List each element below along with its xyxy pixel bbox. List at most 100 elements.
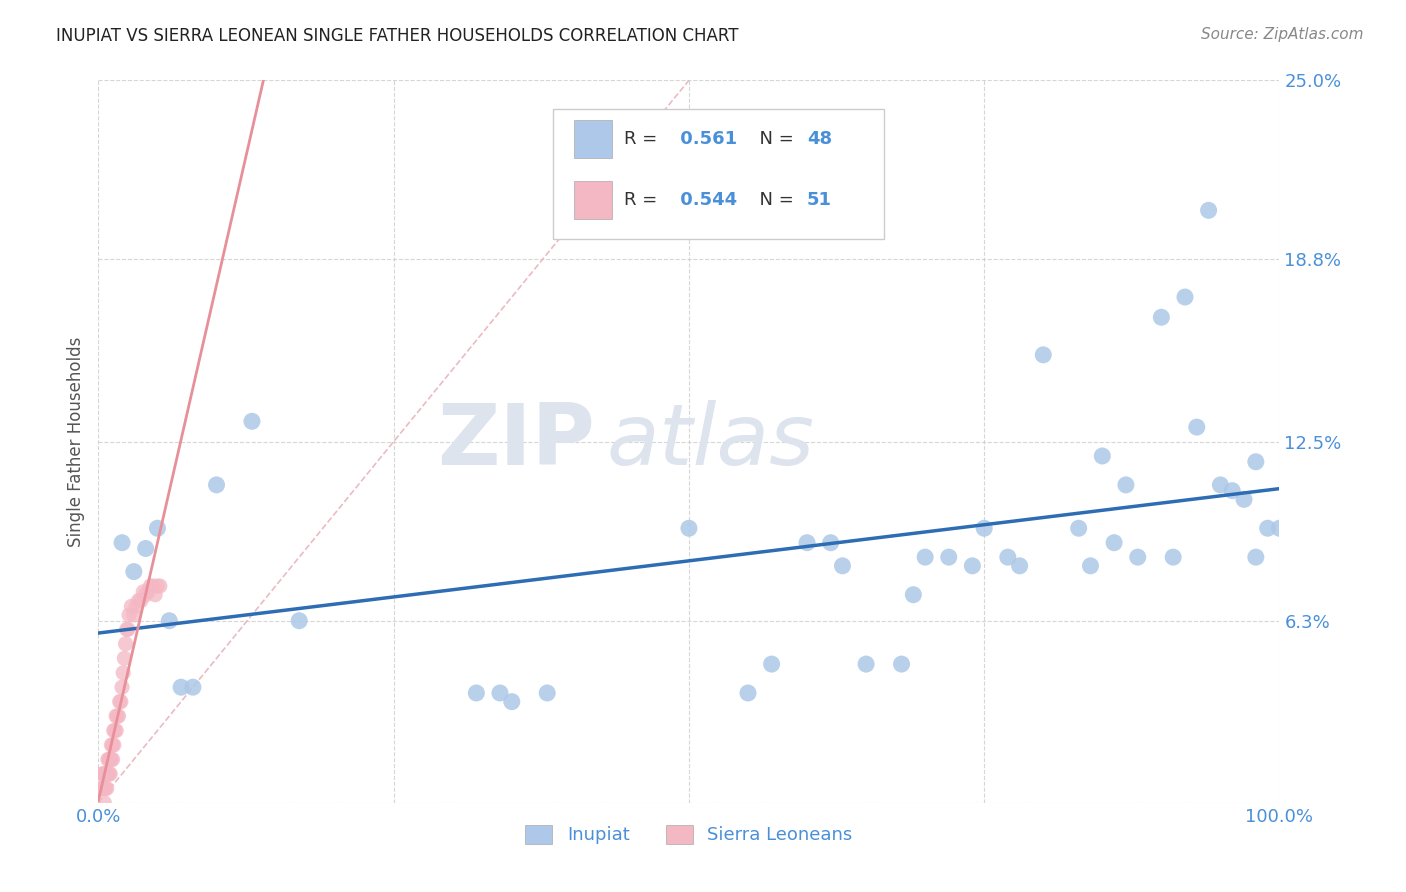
Point <box>91 767 114 781</box>
Point <box>94 781 117 796</box>
Point <box>132 584 155 599</box>
Point <box>288 614 311 628</box>
Point <box>105 709 128 723</box>
Y-axis label: Single Father Households: Single Father Households <box>66 336 84 547</box>
Point <box>170 680 193 694</box>
Point <box>143 588 166 602</box>
Text: Source: ZipAtlas.com: Source: ZipAtlas.com <box>1201 27 1364 42</box>
Point <box>997 550 1019 565</box>
Text: N =: N = <box>748 130 800 148</box>
Point <box>108 695 131 709</box>
Point <box>100 752 122 766</box>
Point <box>114 637 136 651</box>
Point <box>104 723 127 738</box>
Point <box>118 607 141 622</box>
Point <box>914 550 936 565</box>
Text: 48: 48 <box>807 130 832 148</box>
Point <box>135 588 157 602</box>
Point <box>98 752 121 766</box>
Point <box>1067 521 1090 535</box>
Point <box>94 767 117 781</box>
Point <box>465 686 488 700</box>
Text: N =: N = <box>748 191 800 210</box>
Text: ZIP: ZIP <box>437 400 595 483</box>
Text: 51: 51 <box>807 191 832 210</box>
Point <box>97 752 120 766</box>
Point <box>1126 550 1149 565</box>
Point <box>149 579 172 593</box>
Point <box>1209 478 1232 492</box>
Point <box>96 781 118 796</box>
Point <box>98 767 121 781</box>
Point <box>1150 310 1173 325</box>
Point <box>97 767 120 781</box>
Point <box>855 657 877 671</box>
Point <box>105 709 128 723</box>
Point <box>1032 348 1054 362</box>
Text: R =: R = <box>624 191 664 210</box>
Point <box>103 738 125 752</box>
Point <box>128 593 150 607</box>
Point <box>1102 535 1125 549</box>
Point <box>1185 420 1208 434</box>
Text: INUPIAT VS SIERRA LEONEAN SINGLE FATHER HOUSEHOLDS CORRELATION CHART: INUPIAT VS SIERRA LEONEAN SINGLE FATHER … <box>56 27 738 45</box>
Point <box>1244 455 1267 469</box>
Point <box>205 478 228 492</box>
Point <box>938 550 960 565</box>
Point <box>962 558 984 573</box>
Point <box>181 680 204 694</box>
Point <box>98 767 121 781</box>
Point <box>157 614 180 628</box>
Point <box>240 414 263 428</box>
Point <box>831 558 853 573</box>
Point <box>91 767 114 781</box>
Point <box>139 579 162 593</box>
Point <box>536 686 558 700</box>
Point <box>93 767 115 781</box>
Point <box>1115 478 1137 492</box>
Point <box>890 657 912 671</box>
Point <box>146 579 169 593</box>
Point <box>1198 203 1220 218</box>
Point <box>111 680 134 694</box>
Point <box>135 541 157 556</box>
Point <box>1091 449 1114 463</box>
Point <box>122 607 145 622</box>
Point <box>142 579 165 593</box>
Legend: Inupiat, Sierra Leoneans: Inupiat, Sierra Leoneans <box>519 818 859 852</box>
Point <box>678 521 700 535</box>
Point <box>103 723 125 738</box>
Point <box>903 588 925 602</box>
Point <box>105 723 128 738</box>
FancyBboxPatch shape <box>553 109 884 239</box>
Text: 0.561: 0.561 <box>673 130 737 148</box>
Point <box>796 535 818 549</box>
Point <box>117 623 139 637</box>
Point <box>112 665 135 680</box>
Point <box>121 599 143 614</box>
Point <box>1233 492 1256 507</box>
Point <box>101 752 124 766</box>
Point <box>111 535 134 549</box>
Point <box>122 565 145 579</box>
FancyBboxPatch shape <box>575 120 612 158</box>
Point <box>112 651 135 665</box>
Point <box>129 593 152 607</box>
Point <box>125 599 148 614</box>
Point <box>489 686 512 700</box>
Point <box>107 709 129 723</box>
Point <box>136 584 159 599</box>
Point <box>501 695 523 709</box>
Point <box>146 521 169 535</box>
Point <box>1161 550 1184 565</box>
Point <box>761 657 783 671</box>
Point <box>1008 558 1031 573</box>
Point <box>101 738 124 752</box>
Point <box>1257 521 1279 535</box>
Point <box>115 623 138 637</box>
Point <box>91 781 114 796</box>
Point <box>1220 483 1243 498</box>
Point <box>98 752 121 766</box>
Point <box>100 738 122 752</box>
Point <box>93 781 115 796</box>
